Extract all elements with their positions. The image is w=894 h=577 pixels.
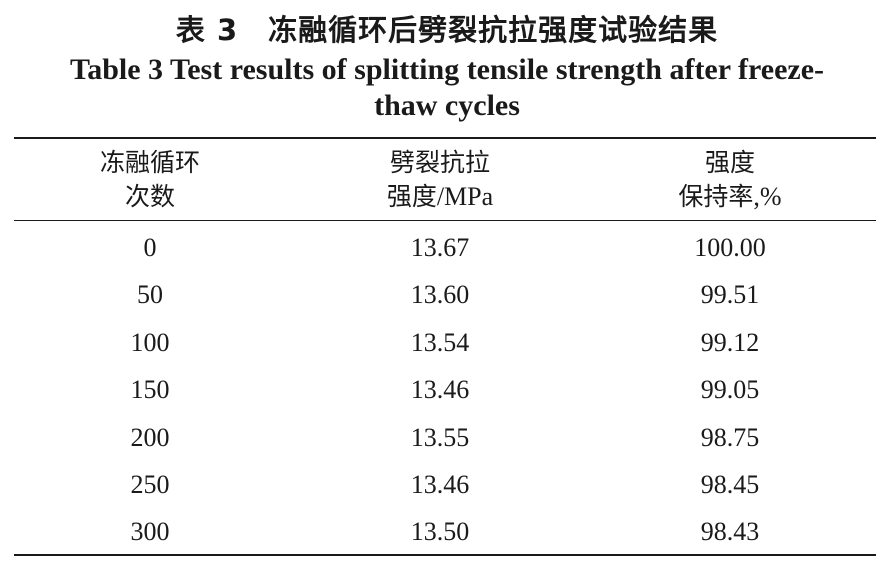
table-title-english: Table 3 Test results of splitting tensil… [69, 53, 825, 122]
cell-cycles: 300 [130, 517, 170, 547]
header-line: 保持率,% [610, 180, 850, 214]
header-freeze-thaw-cycles: 冻融循环 次数 [30, 146, 270, 214]
cell-strength: 13.46 [410, 469, 470, 499]
table-row: 300 13.50 98.43 [0, 508, 894, 555]
table-row: 0 13.67 100.00 [0, 224, 894, 271]
header-unit: ,% [753, 182, 782, 211]
cell-retention: 99.05 [700, 375, 760, 405]
cell-retention: 98.43 [700, 517, 760, 547]
header-line: 劈裂抗拉 [389, 148, 490, 177]
table-header-rule [14, 220, 876, 221]
header-text: 保持率 [678, 182, 754, 211]
table-row: 100 13.54 99.12 [0, 319, 894, 366]
cell-cycles: 250 [130, 469, 170, 499]
table-body: 0 13.67 100.00 50 13.60 99.51 100 13.54 … [0, 224, 894, 556]
cell-strength: 13.55 [410, 422, 470, 452]
cell-strength: 13.46 [410, 375, 470, 405]
cell-strength: 13.54 [410, 327, 470, 357]
cell-retention: 98.75 [700, 422, 760, 452]
cell-strength: 13.67 [410, 233, 470, 262]
table-row: 150 13.46 99.05 [0, 366, 894, 413]
cell-strength: 13.60 [410, 280, 470, 310]
table-row: 50 13.60 99.51 [0, 271, 894, 318]
table-row: 200 13.55 98.75 [0, 414, 894, 461]
cell-cycles: 0 [143, 233, 157, 262]
header-strength-retention: 强度 保持率,% [610, 146, 850, 214]
header-line: 强度/MPa [320, 180, 560, 214]
cell-retention: 99.12 [700, 327, 760, 357]
table-bottom-rule [14, 554, 876, 556]
cell-retention: 99.51 [700, 280, 760, 310]
cell-strength: 13.50 [410, 517, 470, 547]
cell-cycles: 100 [130, 327, 170, 357]
table-title-chinese: 表 3 冻融循环后劈裂抗拉强度试验结果 [175, 13, 719, 47]
table-top-rule [14, 137, 876, 139]
header-splitting-tensile-strength: 劈裂抗拉 强度/MPa [320, 146, 560, 214]
cell-cycles: 50 [137, 280, 163, 310]
cell-retention: 100.00 [694, 233, 766, 262]
header-text: 强度 [386, 182, 437, 211]
cell-retention: 98.45 [700, 469, 760, 499]
cell-cycles: 150 [130, 375, 170, 405]
header-line: 冻融循环 [99, 148, 200, 177]
header-line: 次数 [124, 182, 175, 211]
cell-cycles: 200 [130, 422, 170, 452]
table-row: 250 13.46 98.45 [0, 461, 894, 508]
header-unit: /MPa [436, 182, 494, 211]
header-line: 强度 [704, 148, 755, 177]
